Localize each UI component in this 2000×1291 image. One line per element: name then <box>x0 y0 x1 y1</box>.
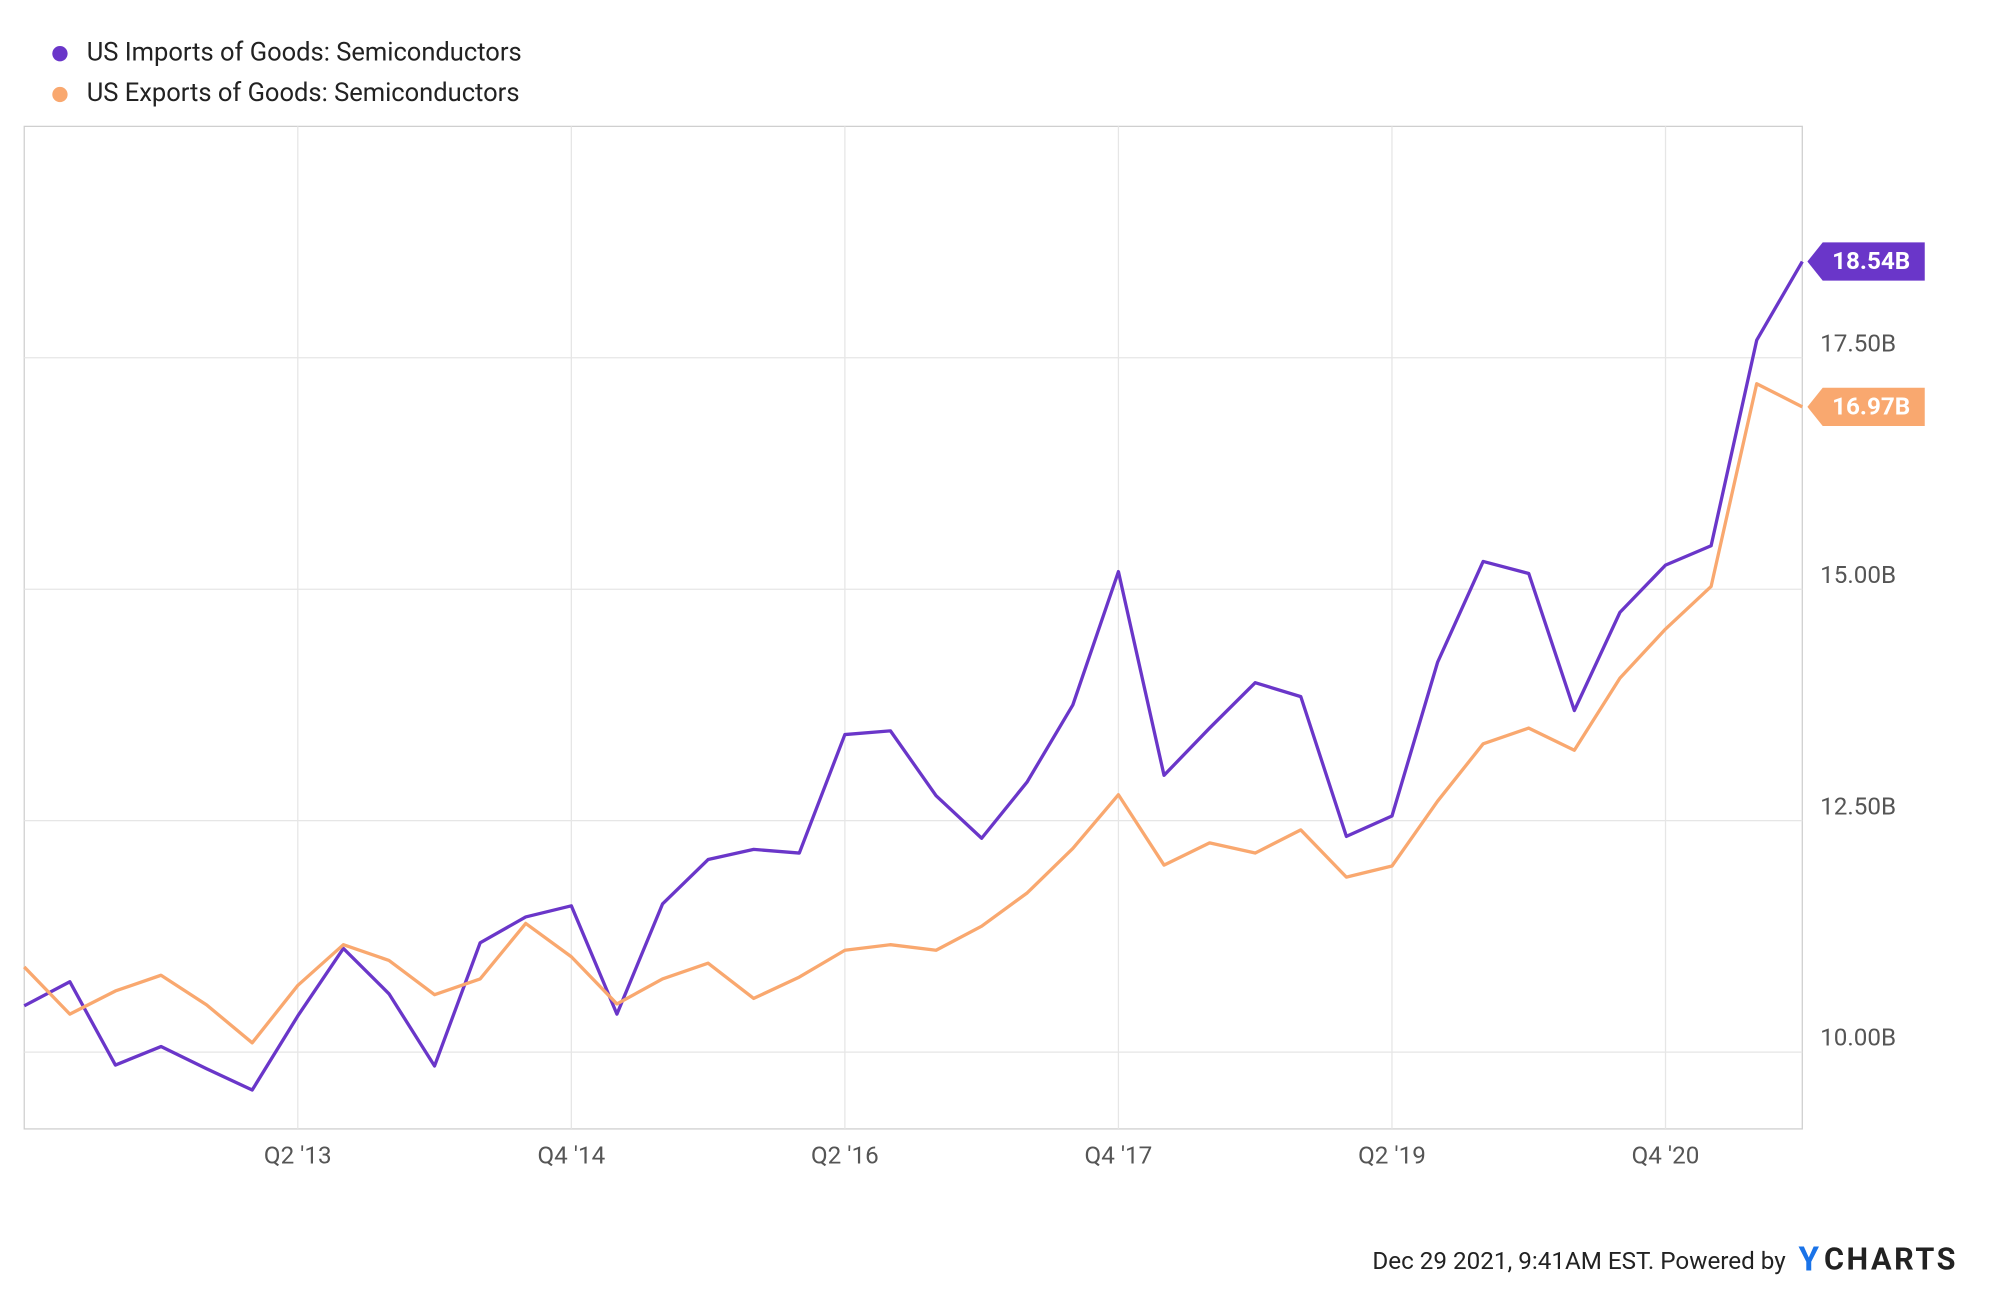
x-tick-label: Q2 '19 <box>1358 1141 1426 1169</box>
end-label: 16.97B <box>1832 393 1910 421</box>
legend-marker <box>52 86 68 103</box>
series-line <box>23 382 1804 1045</box>
x-tick-label: Q4 '14 <box>537 1141 605 1169</box>
plot-frame <box>23 125 1803 1130</box>
y-tick-label: 10.00B <box>1820 1024 1896 1052</box>
y-tick-label: 15.00B <box>1820 561 1896 589</box>
y-tick-label: 12.50B <box>1820 792 1896 820</box>
legend-label: US Exports of Goods: Semiconductors <box>87 78 520 108</box>
end-label-box <box>1807 387 1925 426</box>
series-line <box>23 260 1804 1092</box>
legend-label: US Imports of Goods: Semiconductors <box>87 37 522 67</box>
legend-marker <box>52 46 68 62</box>
x-tick-label: Q2 '16 <box>811 1141 879 1169</box>
x-tick-label: Q4 '20 <box>1632 1141 1700 1169</box>
brand: CHARTS <box>1824 1243 1958 1278</box>
x-tick-label: Q2 '13 <box>264 1141 332 1169</box>
x-tick-label: Q4 '17 <box>1085 1141 1153 1169</box>
brand-mark: Y <box>1798 1240 1819 1279</box>
end-label-box <box>1807 242 1925 281</box>
y-tick-label: 17.50B <box>1820 329 1896 357</box>
footer-text: Dec 29 2021, 9:41AM EST. Powered by <box>1372 1247 1786 1275</box>
end-label: 18.54B <box>1832 247 1910 275</box>
